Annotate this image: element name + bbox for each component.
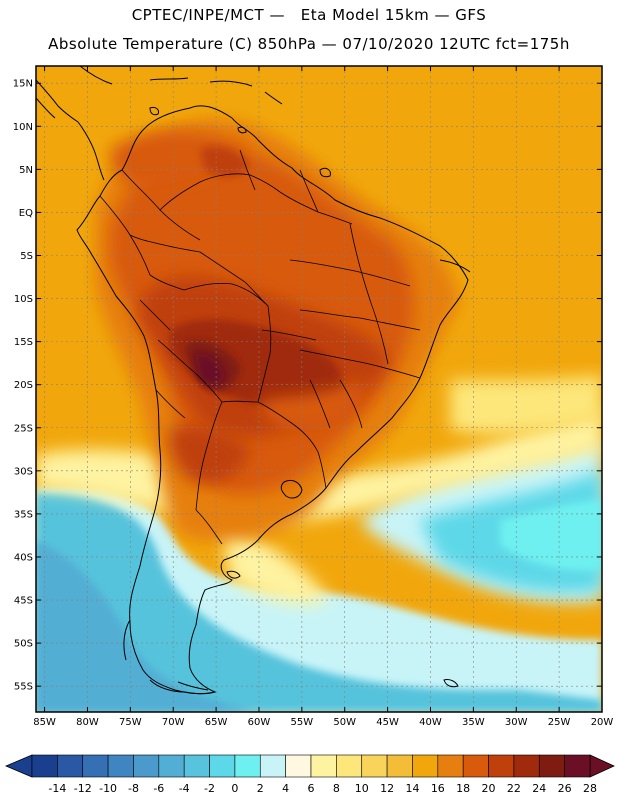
lat-label: 35S [14,509,33,520]
coastlines [36,66,471,695]
colorbar-label: 28 [583,782,597,795]
lat-label: 10N [13,122,33,133]
axis-ticks [36,66,603,712]
lat-label: 15N [13,79,33,90]
colorbar-swatch [107,754,134,778]
lat-label: 5S [20,251,33,262]
latitude-labels: 15N 10N 5N EQ 5S 10S 15S 20S 25S 30S 35S 40S 45S 50S 5… [13,79,33,693]
lon-label: 80W [76,717,99,728]
lat-label: 30S [14,466,33,477]
lat-lon-grid [36,66,602,712]
colorbar-label: -6 [153,782,164,795]
lat-label: 25S [14,423,33,434]
longitude-labels: 85W 80W 75W 70W 65W 60W 55W 50W 45W 40W 35W 30W 25W 2… [33,717,613,728]
colorbar-swatch [462,754,489,778]
lon-label: 30W [505,717,528,728]
lon-label: 75W [119,717,142,728]
colorbar-left-arrow [4,754,33,778]
colorbar-label: 14 [405,782,419,795]
colorbar-swatch [183,754,210,778]
colorbar-right-arrow [589,754,615,778]
lon-label: 70W [162,717,185,728]
lon-label: 45W [376,717,399,728]
colorbar-swatch [31,754,58,778]
colorbar-label: 12 [380,782,394,795]
colorbar-label: 6 [308,782,315,795]
colorbar-swatch [488,754,515,778]
title-line-1: CPTEC/INPE/MCT — Eta Model 15km — GFS [131,6,487,24]
lat-label: 45S [14,596,33,607]
lon-label: 20W [591,717,614,728]
colorbar-label: 4 [282,782,289,795]
lon-label: 40W [419,717,442,728]
colorbar-label: 26 [558,782,572,795]
lat-label: 55S [14,682,33,693]
colorbar-swatch [209,754,236,778]
colorbar-swatch [412,754,439,778]
lat-label: 20S [14,380,33,391]
colorbar-swatch [513,754,540,778]
lon-label: 85W [33,717,56,728]
lat-label: 5N [19,165,33,176]
colorbar-label: 20 [482,782,496,795]
colorbar-label: -14 [48,782,66,795]
colorbar-swatch [133,754,160,778]
colorbar-label: -12 [74,782,92,795]
colorbar-label: -10 [99,782,117,795]
colorbar-swatch [564,754,591,778]
country-borders [99,149,421,545]
colorbar-swatch [82,754,109,778]
colorbar [4,754,615,778]
title-line-2: Absolute Temperature (C) 850hPa — 07/10/… [48,35,570,53]
lat-label: EQ [19,208,33,219]
lat-label: 40S [14,552,33,563]
colorbar-swatch [259,754,286,778]
lon-label: 55W [291,717,314,728]
lon-label: 60W [248,717,271,728]
colorbar-swatch [285,754,312,778]
colorbar-label: 16 [431,782,445,795]
lon-label: 35W [462,717,485,728]
colorbar-labels: -14 -12 -10 -8 -6 -4 -2 0 2 4 6 8 10 12 14 16 18 20 22 24 26… [48,782,597,795]
colorbar-swatch [158,754,185,778]
lat-label: 10S [14,294,33,305]
map-frame [35,65,603,713]
colorbar-label: 18 [456,782,470,795]
colorbar-label: 10 [355,782,369,795]
colorbar-swatch [538,754,565,778]
colorbar-swatch [437,754,464,778]
colorbar-swatch [57,754,84,778]
colorbar-swatch [234,754,261,778]
lon-label: 50W [333,717,356,728]
colorbar-label: 24 [532,782,546,795]
temperature-field [36,66,602,712]
colorbar-label: 22 [507,782,521,795]
colorbar-swatch [336,754,363,778]
colorbar-swatch [361,754,388,778]
colorbar-label: -4 [179,782,190,795]
colorbar-label: 2 [257,782,264,795]
colorbar-swatch [386,754,413,778]
lat-label: 15S [14,337,33,348]
colorbar-label: -2 [204,782,215,795]
colorbar-label: -8 [128,782,139,795]
lat-label: 50S [14,639,33,650]
lon-label: 25W [548,717,571,728]
colorbar-label: 8 [333,782,340,795]
colorbar-label: 0 [231,782,238,795]
colorbar-swatch [310,754,337,778]
lon-label: 65W [205,717,228,728]
